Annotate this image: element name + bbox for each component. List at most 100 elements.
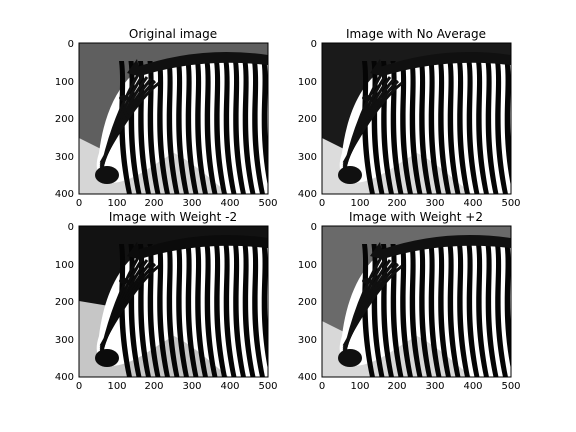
x-tick-label: 400 bbox=[220, 381, 239, 392]
stripe bbox=[495, 61, 508, 194]
zebra-eye bbox=[362, 95, 372, 101]
stripe bbox=[195, 61, 208, 194]
stripe bbox=[204, 61, 218, 194]
zebra-ear bbox=[127, 242, 141, 260]
panel-weight-plus-2: Image with Weight +2 0 100 200 300 400 5… bbox=[298, 210, 521, 392]
stripe bbox=[185, 61, 199, 194]
x-tick-label: 200 bbox=[144, 381, 163, 392]
zebra-mane bbox=[134, 234, 268, 260]
stripe bbox=[400, 244, 413, 377]
y-ticks: 0 100 200 300 400 bbox=[55, 222, 74, 383]
y-tick-label: 200 bbox=[55, 114, 74, 125]
y-tick-label: 100 bbox=[55, 77, 74, 88]
y-tick-label: 0 bbox=[68, 222, 74, 233]
panel-title: Image with Weight -2 bbox=[109, 210, 237, 224]
x-tick-label: 0 bbox=[76, 198, 82, 209]
y-ticks: 0 100 200 300 400 bbox=[55, 39, 74, 200]
zebra-muzzle bbox=[95, 349, 119, 367]
y-tick-label: 100 bbox=[298, 77, 317, 88]
stripe bbox=[390, 61, 404, 194]
stripe bbox=[409, 61, 423, 194]
stripe bbox=[447, 61, 461, 194]
x-tick-label: 100 bbox=[107, 198, 126, 209]
zebra-muzzle bbox=[95, 166, 119, 184]
x-ticks: 0 100 200 300 400 500 bbox=[319, 381, 521, 392]
panel-original: Original image 0 100 200 300 400 500 0 1… bbox=[55, 27, 278, 209]
x-ticks: 0 100 200 300 400 500 bbox=[76, 381, 278, 392]
zebra-stripes bbox=[342, 244, 511, 377]
axes-frame bbox=[78, 225, 269, 378]
x-tick-label: 400 bbox=[463, 381, 482, 392]
stripe bbox=[428, 244, 442, 377]
y-tick-label: 200 bbox=[298, 114, 317, 125]
stripe bbox=[495, 244, 508, 377]
stripe bbox=[447, 244, 461, 377]
head-stripe bbox=[99, 264, 160, 347]
stripe bbox=[419, 244, 432, 377]
stripe bbox=[438, 244, 451, 377]
stripe bbox=[485, 61, 499, 194]
stripe bbox=[166, 244, 180, 377]
zebra-image bbox=[322, 43, 511, 194]
zebra-mane bbox=[134, 51, 268, 77]
stripe bbox=[195, 244, 208, 377]
stripe bbox=[419, 61, 432, 194]
x-tick-label: 500 bbox=[501, 381, 520, 392]
stripe bbox=[119, 61, 132, 194]
stripe bbox=[233, 244, 246, 377]
y-tick-label: 400 bbox=[298, 189, 317, 200]
zebra-eye bbox=[119, 95, 129, 101]
stripe bbox=[261, 61, 268, 187]
y-tick-label: 200 bbox=[55, 297, 74, 308]
y-tick-label: 300 bbox=[298, 335, 317, 346]
x-tick-label: 300 bbox=[425, 381, 444, 392]
stripe bbox=[242, 244, 256, 377]
x-tick-label: 300 bbox=[182, 381, 201, 392]
y-tick-label: 200 bbox=[298, 297, 317, 308]
stripe bbox=[157, 244, 170, 377]
panel-title: Original image bbox=[129, 27, 217, 41]
head-stripe bbox=[342, 264, 403, 347]
zebra-muzzle bbox=[338, 166, 362, 184]
y-ticks: 0 100 200 300 400 bbox=[298, 39, 317, 200]
stripe bbox=[214, 244, 227, 377]
x-tick-label: 0 bbox=[319, 381, 325, 392]
stripe bbox=[485, 244, 499, 377]
stripe bbox=[147, 61, 161, 194]
stripe bbox=[147, 244, 161, 377]
zebra-muzzle bbox=[338, 349, 362, 367]
stripe bbox=[476, 61, 489, 194]
stripe bbox=[185, 244, 199, 377]
panel-title: Image with Weight +2 bbox=[349, 210, 483, 224]
panel-no-average: Image with No Average 0 100 200 300 400 … bbox=[298, 27, 521, 209]
stripe bbox=[176, 61, 189, 194]
stripe bbox=[457, 61, 470, 194]
x-tick-label: 100 bbox=[350, 198, 369, 209]
axes-frame bbox=[78, 42, 269, 195]
stripe bbox=[466, 61, 480, 194]
head-stripe bbox=[342, 81, 403, 164]
x-tick-label: 0 bbox=[76, 381, 82, 392]
zebra-ear bbox=[370, 242, 384, 260]
y-tick-label: 300 bbox=[298, 152, 317, 163]
y-tick-label: 0 bbox=[311, 39, 317, 50]
stripe bbox=[362, 244, 375, 377]
stripe bbox=[223, 61, 237, 194]
stripe bbox=[233, 61, 246, 194]
y-tick-label: 400 bbox=[55, 372, 74, 383]
x-tick-label: 300 bbox=[182, 198, 201, 209]
panel-weight-minus-2: Image with Weight -2 0 100 200 300 400 5… bbox=[55, 210, 278, 392]
zebra-image bbox=[79, 226, 268, 377]
x-tick-label: 300 bbox=[425, 198, 444, 209]
stripe bbox=[504, 244, 511, 370]
stripe bbox=[438, 61, 451, 194]
x-ticks: 0 100 200 300 400 500 bbox=[76, 198, 278, 209]
zebra-ear bbox=[127, 59, 141, 77]
x-tick-label: 400 bbox=[463, 198, 482, 209]
x-tick-label: 200 bbox=[144, 198, 163, 209]
y-ticks: 0 100 200 300 400 bbox=[298, 222, 317, 383]
zebra-image bbox=[79, 43, 268, 194]
x-tick-label: 400 bbox=[220, 198, 239, 209]
x-tick-label: 500 bbox=[258, 198, 277, 209]
